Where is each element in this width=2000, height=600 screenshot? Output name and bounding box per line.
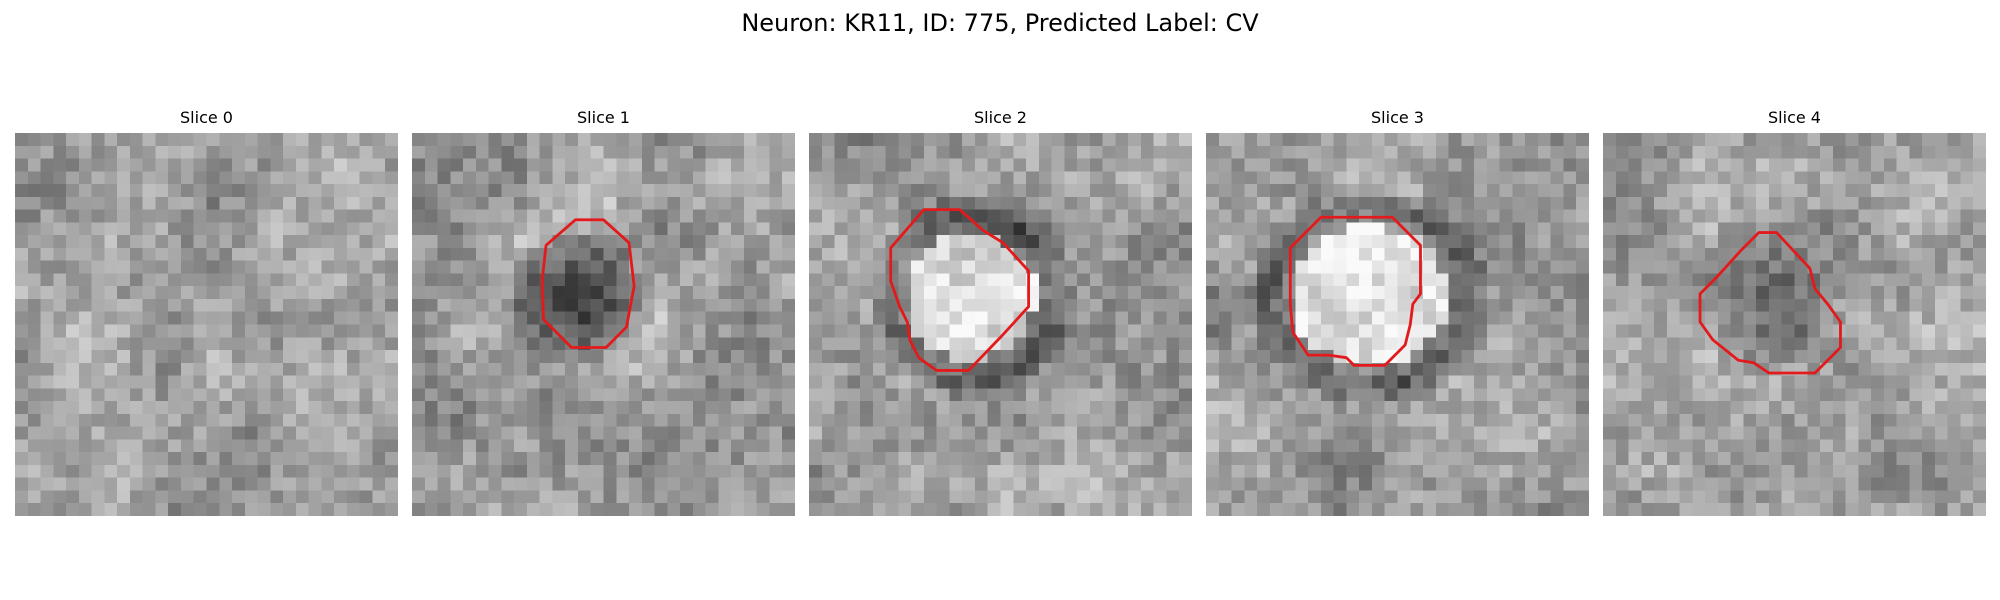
slice-image bbox=[1206, 133, 1589, 516]
figure-title: Neuron: KR11, ID: 775, Predicted Label: … bbox=[741, 9, 1259, 37]
slice-title: Slice 3 bbox=[1371, 108, 1424, 127]
slice-image bbox=[15, 133, 398, 516]
slice-title: Slice 0 bbox=[180, 108, 233, 127]
roi-contour bbox=[1288, 215, 1422, 367]
roi-contour bbox=[889, 208, 1030, 372]
slice-title: Slice 2 bbox=[974, 108, 1027, 127]
slice-image bbox=[809, 133, 1192, 516]
slice-image bbox=[1603, 133, 1986, 516]
slice-title: Slice 1 bbox=[577, 108, 630, 127]
slice-image bbox=[412, 133, 795, 516]
slice-title: Slice 4 bbox=[1768, 108, 1821, 127]
roi-contour bbox=[540, 218, 636, 349]
roi-contour bbox=[1698, 231, 1842, 375]
